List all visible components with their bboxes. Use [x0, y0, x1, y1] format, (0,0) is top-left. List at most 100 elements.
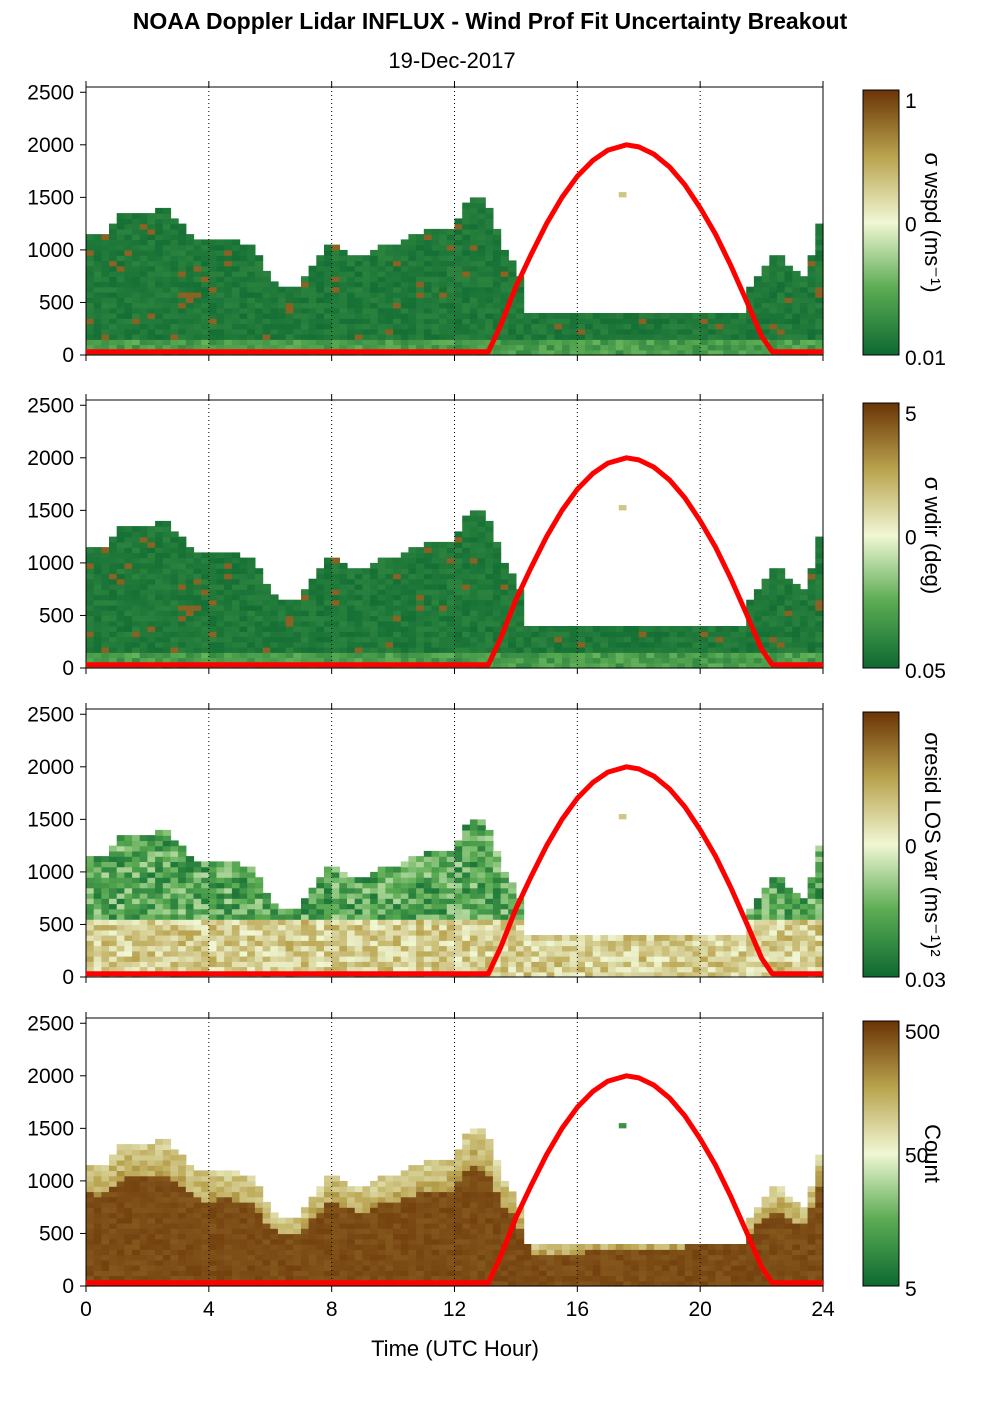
heatmap-cell: [723, 662, 732, 669]
y-tick-label: 0: [62, 344, 74, 367]
heatmap-cell: [439, 966, 448, 973]
heatmap-cell: [446, 892, 456, 899]
heatmap-cell: [515, 657, 525, 664]
heatmap-cell: [800, 276, 809, 283]
heatmap-cell: [216, 929, 225, 936]
heatmap-cell: [370, 562, 379, 569]
heatmap-cell: [86, 626, 95, 632]
heatmap-cell: [400, 249, 410, 256]
heatmap-cell: [231, 615, 241, 622]
heatmap-cell: [730, 313, 740, 319]
heatmap-cell: [600, 935, 609, 941]
heatmap-cell: [139, 871, 148, 878]
heatmap-cell: [707, 966, 717, 973]
heatmap-cell: [139, 255, 148, 262]
heatmap-cell: [431, 615, 440, 622]
heatmap-cell: [93, 908, 102, 915]
heatmap-cell: [86, 892, 95, 899]
heatmap-cell: [132, 594, 141, 601]
heatmap-cell: [746, 956, 755, 962]
heatmap-cell: [93, 291, 102, 298]
heatmap-cell: [377, 562, 386, 569]
heatmap-cell: [692, 940, 701, 947]
heatmap-cell: [170, 244, 179, 251]
heatmap-cell: [408, 882, 417, 889]
heatmap-cell: [109, 552, 118, 559]
heatmap-cell: [208, 318, 218, 325]
heatmap-cell: [400, 599, 410, 606]
heatmap-cell: [769, 950, 778, 957]
heatmap-cell: [354, 898, 363, 905]
heatmap-cell: [661, 334, 671, 340]
heatmap-cell: [485, 286, 494, 293]
heatmap-cell: [746, 328, 755, 335]
heatmap-cell: [776, 291, 786, 298]
heatmap-cell: [285, 313, 294, 319]
heatmap-cell: [500, 657, 509, 664]
heatmap-cell: [508, 961, 517, 968]
heatmap-cell: [86, 599, 95, 606]
heatmap-cell: [385, 578, 394, 585]
heatmap-cell: [661, 313, 671, 319]
heatmap-cell: [753, 286, 763, 293]
heatmap-cell: [554, 935, 563, 941]
heatmap-cell: [454, 866, 463, 873]
heatmap-cell: [446, 583, 456, 590]
heatmap-cell: [270, 307, 279, 314]
heatmap-cell: [393, 313, 402, 319]
heatmap-cell: [370, 898, 379, 905]
heatmap-cell: [231, 636, 241, 643]
heatmap-cell: [492, 541, 502, 548]
heatmap-cell: [462, 840, 471, 847]
heatmap-cell: [116, 840, 125, 847]
heatmap-cell: [439, 887, 448, 894]
heatmap-cell: [446, 950, 456, 957]
heatmap-cell: [293, 908, 302, 915]
heatmap-cell: [431, 877, 440, 884]
heatmap-cell: [508, 302, 517, 309]
heatmap-cell: [723, 349, 732, 356]
heatmap-cell: [270, 302, 279, 309]
heatmap-cell: [231, 552, 241, 559]
heatmap-cell: [339, 641, 348, 648]
heatmap-cell: [485, 631, 494, 638]
heatmap-cell: [462, 578, 471, 585]
heatmap-cell: [469, 835, 479, 841]
heatmap-cell: [469, 568, 479, 575]
heatmap-cell: [738, 339, 747, 346]
heatmap-cell: [308, 966, 317, 973]
heatmap-cell: [285, 620, 294, 627]
heatmap-cell: [531, 636, 540, 643]
heatmap-cell: [776, 877, 786, 884]
heatmap-cell: [377, 892, 386, 899]
heatmap-cell: [554, 636, 563, 643]
heatmap-cell: [285, 924, 294, 931]
heatmap-cell: [139, 892, 148, 899]
heatmap-cell: [469, 850, 479, 857]
heatmap-cell: [116, 647, 125, 653]
heatmap-cell: [538, 940, 548, 947]
heatmap-cell: [193, 334, 202, 340]
heatmap-cell: [147, 313, 156, 319]
heatmap-cell: [362, 286, 371, 293]
heatmap-cell: [116, 940, 125, 947]
heatmap-cell: [753, 610, 763, 617]
heatmap-cell: [761, 344, 770, 351]
heatmap-cell: [477, 594, 486, 601]
heatmap-cell: [347, 657, 356, 664]
heatmap-cell: [515, 971, 525, 978]
heatmap-cell: [423, 898, 433, 905]
heatmap-cell: [231, 323, 241, 330]
heatmap-cell: [538, 647, 548, 653]
heatmap-cell: [400, 945, 410, 952]
heatmap-cell: [86, 935, 95, 941]
heatmap-cell: [600, 641, 609, 648]
heatmap-cell: [707, 318, 717, 325]
heatmap-cell: [155, 562, 164, 569]
heatmap-cell: [193, 557, 202, 564]
heatmap-cell: [116, 547, 125, 553]
heatmap-cell: [454, 887, 463, 894]
heatmap-cell: [193, 908, 202, 915]
heatmap-cell: [431, 861, 440, 868]
heatmap-cell: [139, 850, 148, 857]
